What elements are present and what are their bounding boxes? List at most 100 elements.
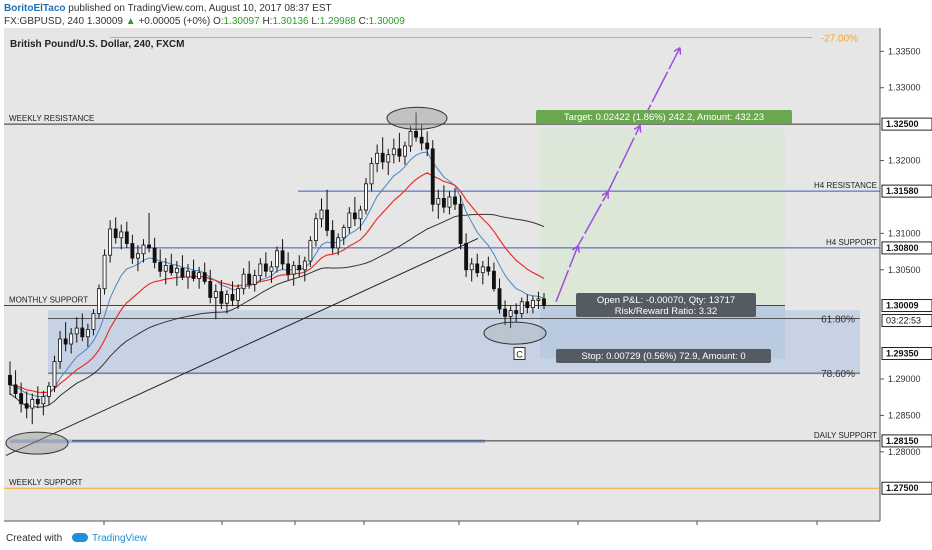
candle (291, 264, 296, 275)
price-tag-label: 1.28150 (886, 436, 919, 446)
x-tick-label: 27 (290, 527, 301, 528)
x-tick-label: 21 (692, 527, 703, 528)
price-tag-label: 1.30800 (886, 243, 919, 253)
close-label: C: (358, 16, 369, 27)
stop-label-box (556, 349, 771, 363)
price-tag-label: 1.27500 (886, 483, 919, 493)
level-label: MONTHLY SUPPORT (9, 295, 88, 304)
y-tick-label: 1.31000 (888, 228, 921, 238)
price-tag-box (881, 184, 932, 198)
candle (297, 264, 302, 271)
tradingview-logo-icon (72, 533, 88, 542)
candle (319, 209, 324, 220)
x-tick-label: 28 (812, 527, 823, 528)
candle (52, 361, 57, 387)
candle (174, 267, 179, 274)
candle (497, 288, 502, 310)
low-label: L: (311, 16, 320, 27)
candle (330, 230, 335, 249)
author-link[interactable]: BoritoElTaco (4, 3, 66, 14)
price-tag-label: 1.32500 (886, 119, 919, 129)
symbol-ohlc-line: FX:GBPUSD, 240 1.30009 ▲ +0.00005 (+0%) … (4, 15, 405, 28)
arrow-head (601, 191, 609, 199)
y-tick-label: 1.30500 (888, 265, 921, 275)
level-label: DAILY SUPPORT (814, 431, 877, 440)
level-label: H4 RESISTANCE (814, 181, 877, 190)
candle (347, 212, 352, 228)
candle (102, 254, 107, 290)
price-tag-label: 1.29350 (886, 349, 919, 359)
candle (163, 264, 168, 272)
price-tag-box (881, 347, 932, 361)
y-tick-label: 1.29000 (888, 374, 921, 384)
x-tick-label: 17 (99, 527, 110, 528)
candle (408, 131, 413, 147)
candle (263, 263, 268, 272)
candle (47, 385, 51, 397)
x-tick-label: Aug (355, 527, 374, 528)
candle (314, 218, 318, 242)
candle (108, 228, 113, 256)
price-chart[interactable]: WEEKLY RESISTANCE H4 RESISTANCE H4 SUPPORT… (0, 28, 932, 528)
candle (280, 250, 285, 265)
target-label-text: Target: 0.02422 (1.86%) 242.2, Amount: 4… (564, 112, 764, 123)
high-highlight-ellipse (386, 106, 448, 130)
candle (247, 273, 252, 285)
candle (213, 291, 218, 298)
publish-header: BoritoElTaco published on TradingView.co… (0, 0, 932, 28)
candle (85, 329, 90, 338)
candle (414, 131, 418, 138)
pnl-label-text: Open P&L: -0.00070, Qty: 13717 (597, 295, 735, 306)
candle (225, 294, 229, 304)
candle (430, 148, 435, 205)
c-marker-label: C (516, 350, 523, 360)
candle (252, 275, 257, 285)
candle (97, 288, 101, 314)
candle (180, 267, 185, 278)
candle (19, 393, 24, 405)
candle (113, 228, 118, 239)
candle (380, 152, 385, 163)
price-tag-box (881, 481, 932, 495)
arrow-head (571, 245, 580, 253)
fast-moving-average (9, 172, 545, 394)
up-arrow-icon: ▲ (125, 16, 136, 27)
footer: Created with TradingView (0, 528, 932, 550)
candle (325, 209, 329, 231)
candle (24, 403, 29, 409)
candle (441, 198, 446, 208)
price-tag-box (881, 241, 932, 255)
publish-info: published on TradingView.com, August 10,… (68, 3, 332, 14)
candle (403, 145, 407, 157)
candle (275, 250, 279, 268)
arrow-head (673, 47, 682, 55)
candle (30, 398, 35, 409)
publish-line: BoritoElTaco published on TradingView.co… (4, 2, 332, 15)
candle (464, 243, 469, 271)
candle (119, 231, 124, 239)
price-tag-box (881, 117, 932, 131)
candle (258, 263, 263, 276)
tradingview-brand-label: TradingView (92, 533, 148, 544)
candle (530, 299, 535, 309)
candle (124, 231, 129, 244)
candle (58, 338, 62, 362)
candle (536, 298, 541, 301)
candle (41, 396, 46, 405)
candle (542, 298, 546, 306)
candle (447, 196, 452, 208)
candle (147, 244, 151, 249)
countdown-box (881, 314, 932, 328)
candle (358, 209, 363, 220)
candle (158, 262, 163, 272)
open-label: O: (212, 16, 224, 27)
candles (8, 112, 546, 425)
fib-label: -27.00% (821, 33, 858, 44)
price-tag-box (881, 299, 932, 313)
level-label: WEEKLY SUPPORT (9, 478, 82, 487)
candle (475, 263, 480, 274)
candle (63, 338, 68, 345)
candle (308, 240, 313, 262)
tradingview-brand[interactable]: TradingView (72, 533, 147, 544)
candle (480, 266, 485, 274)
